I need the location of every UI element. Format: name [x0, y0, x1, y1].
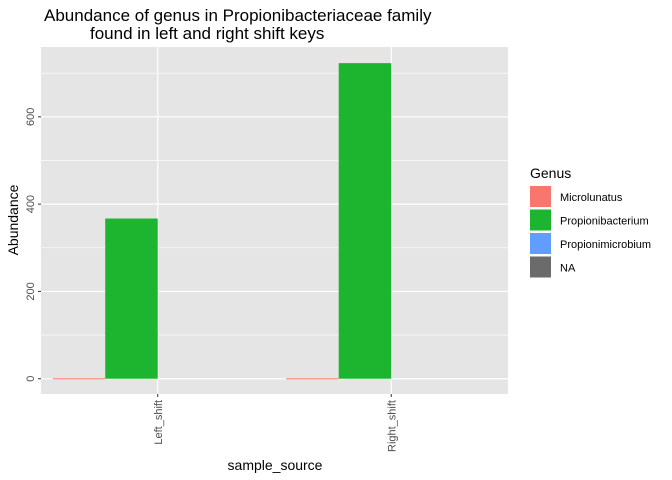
- x-axis: Left_shift Right_shift: [153, 394, 398, 452]
- legend-swatch-Propionimicrobium: [530, 233, 551, 254]
- legend-swatch-Microlunatus: [530, 186, 551, 207]
- y-tick-label: 600: [25, 108, 37, 126]
- legend-label-NA: NA: [560, 263, 576, 275]
- legend-label-Microlunatus: Microlunatus: [560, 192, 623, 204]
- y-axis: 0 200 400 600: [25, 108, 41, 382]
- legend-title: Genus: [530, 165, 571, 181]
- bar-Left_shift-Microlunatus: [52, 378, 106, 380]
- x-axis-title: sample_source: [228, 457, 323, 473]
- legend-swatch-NA: [530, 256, 551, 278]
- bar-Left_shift-Propionibacterium: [105, 218, 158, 379]
- chart-title-line-1: Abundance of genus in Propionibacteriace…: [44, 6, 432, 25]
- x-tick-label: Left_shift: [153, 400, 165, 445]
- legend-swatch-Propionibacterium: [530, 209, 551, 231]
- bars: [52, 63, 392, 380]
- bar-Right_shift-Microlunatus: [286, 378, 339, 380]
- legend: Genus Microlunatus Propionibacterium Propi…: [530, 165, 651, 278]
- chart-title-line-2: found in left and right shift keys: [90, 24, 324, 43]
- y-tick-label: 200: [25, 282, 37, 300]
- x-tick-label: Right_shift: [386, 400, 398, 452]
- y-tick-label: 400: [25, 195, 37, 213]
- legend-label-Propionibacterium: Propionibacterium: [560, 216, 649, 228]
- bar-Right_shift-Propionibacterium: [338, 63, 392, 379]
- y-axis-title: Abundance: [5, 184, 21, 255]
- legend-label-Propionimicrobium: Propionimicrobium: [560, 239, 651, 251]
- y-tick-label: 0: [25, 376, 37, 382]
